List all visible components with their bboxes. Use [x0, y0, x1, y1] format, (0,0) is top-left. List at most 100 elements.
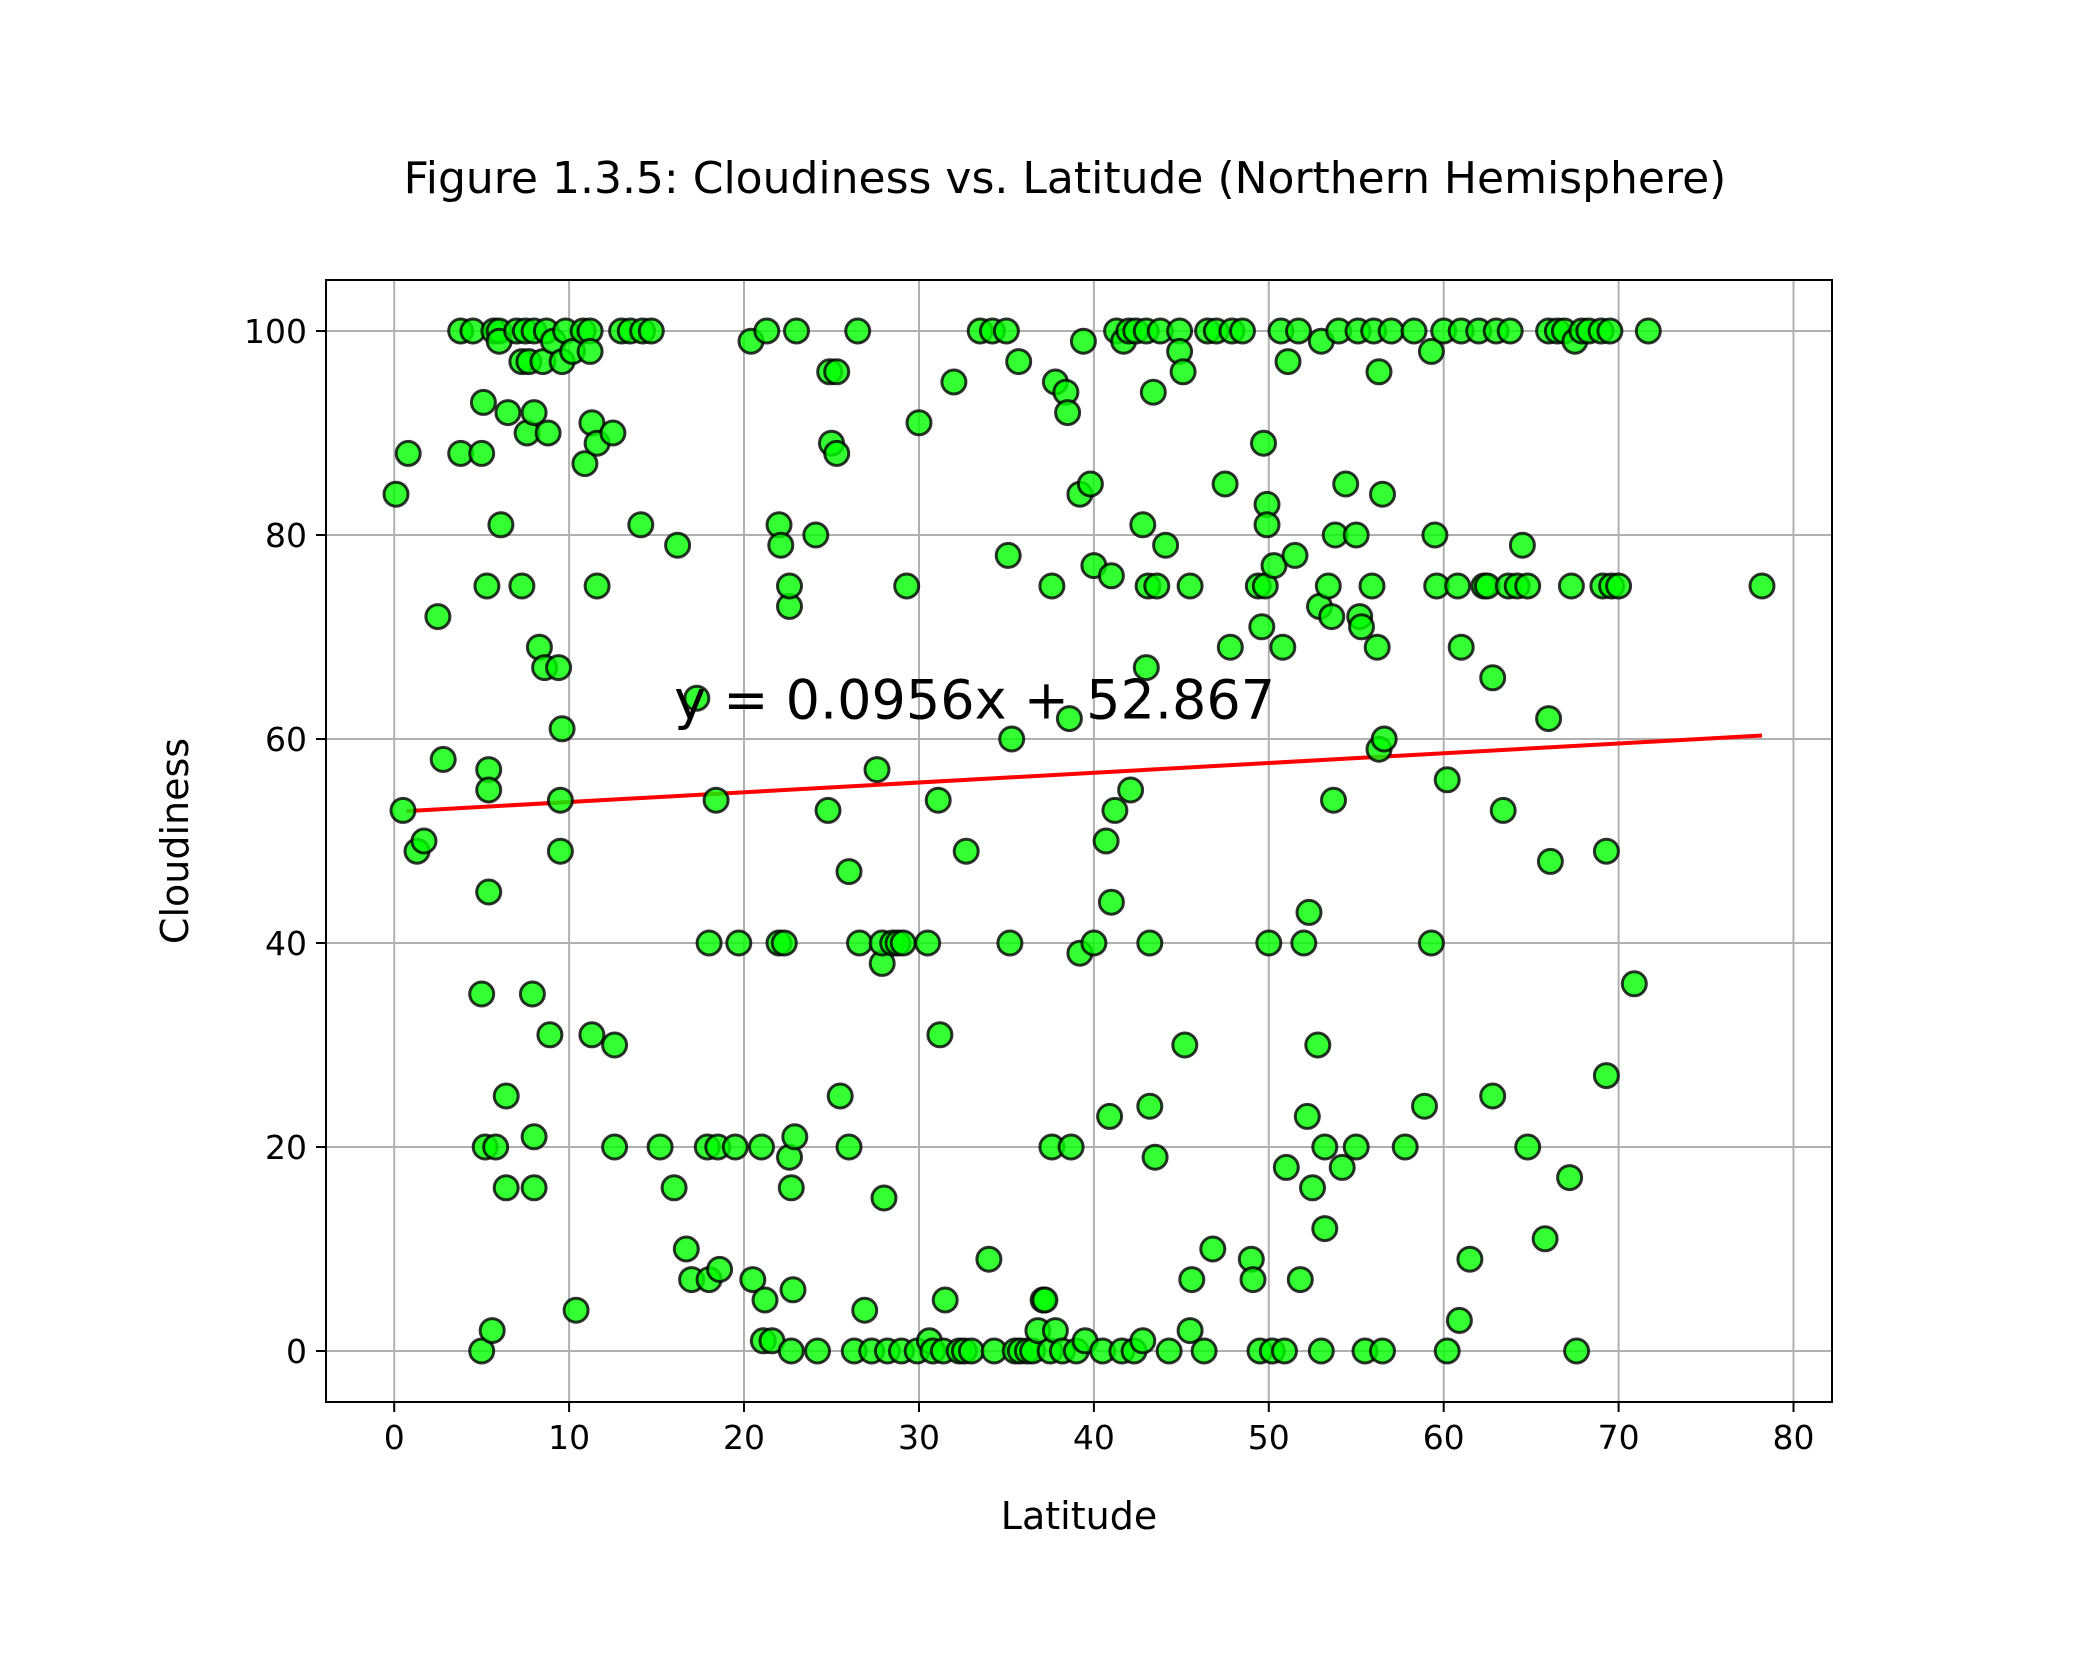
data-point — [767, 531, 795, 559]
regression-line — [406, 733, 1763, 814]
data-point — [683, 684, 711, 712]
data-point — [578, 1021, 606, 1049]
x-tick-label: 40 — [1073, 1418, 1115, 1457]
data-point — [1129, 1327, 1157, 1355]
data-point — [777, 1174, 805, 1202]
data-point — [1054, 399, 1082, 427]
data-point — [487, 511, 515, 539]
data-point — [1556, 1164, 1584, 1192]
data-point — [1129, 511, 1157, 539]
data-point — [851, 1296, 879, 1324]
data-point — [1363, 633, 1391, 661]
data-point — [410, 827, 438, 855]
data-point — [1557, 572, 1585, 600]
data-point — [926, 1021, 954, 1049]
chart-title: Figure 1.3.5: Cloudiness vs. Latitude (N… — [404, 153, 1727, 204]
data-point — [672, 1235, 700, 1263]
data-point — [1005, 348, 1033, 376]
data-point — [1421, 521, 1449, 549]
data-point — [1456, 1245, 1484, 1273]
data-point — [702, 786, 730, 814]
data-point — [429, 745, 457, 773]
data-point — [823, 358, 851, 386]
x-tick-label: 0 — [384, 1418, 405, 1457]
data-point — [725, 929, 753, 957]
data-point — [751, 1286, 779, 1314]
data-point — [1080, 929, 1108, 957]
data-point — [394, 439, 422, 467]
x-axis-label: Latitude — [1001, 1494, 1157, 1538]
data-point — [1101, 796, 1129, 824]
data-point — [520, 1174, 548, 1202]
data-point — [1417, 929, 1445, 957]
data-point — [1417, 337, 1445, 365]
data-point — [1365, 358, 1393, 386]
data-point — [508, 572, 536, 600]
data-point — [1253, 511, 1281, 539]
plot-area-frame — [325, 279, 1833, 1403]
data-point — [1229, 317, 1256, 345]
data-point — [1269, 633, 1297, 661]
y-tick-label: 20 — [265, 1128, 307, 1167]
data-point — [814, 796, 842, 824]
data-point — [492, 1082, 520, 1110]
data-point — [482, 1133, 510, 1161]
data-point — [571, 450, 599, 478]
data-point — [924, 786, 952, 814]
data-point — [1479, 1082, 1507, 1110]
data-point — [992, 317, 1020, 345]
data-point — [1190, 1337, 1218, 1365]
data-point — [1255, 929, 1283, 957]
data-point — [1348, 613, 1375, 641]
data-point — [1143, 572, 1171, 600]
data-point — [546, 837, 574, 865]
data-point — [889, 929, 917, 957]
data-point — [870, 1184, 898, 1212]
data-point — [1433, 766, 1461, 794]
data-point — [952, 837, 980, 865]
data-point — [1592, 1062, 1620, 1090]
data-point — [940, 368, 968, 396]
x-tick-label: 60 — [1423, 1418, 1465, 1457]
data-point — [1508, 531, 1536, 559]
data-point — [545, 654, 573, 682]
data-point — [1285, 317, 1312, 345]
data-point — [1563, 1337, 1591, 1365]
data-point — [660, 1174, 688, 1202]
data-point — [1445, 1306, 1473, 1334]
data-point — [893, 572, 921, 600]
y-tick-label: 100 — [244, 312, 307, 351]
data-point — [1535, 705, 1563, 733]
data-point — [1281, 541, 1309, 569]
data-point — [1260, 552, 1288, 580]
data-point — [777, 1337, 805, 1365]
data-point — [1171, 1031, 1199, 1059]
data-point — [844, 317, 872, 345]
data-point — [492, 1174, 520, 1202]
data-point — [518, 980, 546, 1008]
data-point — [520, 399, 548, 427]
data-point — [1136, 1092, 1164, 1120]
data-point — [1620, 970, 1648, 998]
data-points — [382, 317, 1776, 1365]
data-point — [646, 1133, 674, 1161]
data-point — [1314, 572, 1342, 600]
data-point — [475, 878, 503, 906]
data-point — [1272, 1153, 1300, 1181]
data-point — [1342, 1133, 1370, 1161]
data-point — [562, 1296, 590, 1324]
data-point — [1031, 1286, 1059, 1314]
data-point — [1286, 1266, 1314, 1294]
regression-equation: y = 0.0956x + 52.867 — [674, 669, 1275, 732]
data-point — [1057, 1133, 1085, 1161]
data-point — [1274, 348, 1302, 376]
data-point — [905, 409, 933, 437]
data-point — [1155, 1337, 1183, 1365]
data-point — [781, 1123, 809, 1151]
x-tick-label: 70 — [1598, 1418, 1640, 1457]
data-point — [1295, 898, 1323, 926]
data-point — [823, 439, 851, 467]
y-tick-label: 40 — [265, 924, 307, 963]
data-point — [1489, 796, 1517, 824]
data-point — [846, 929, 873, 957]
